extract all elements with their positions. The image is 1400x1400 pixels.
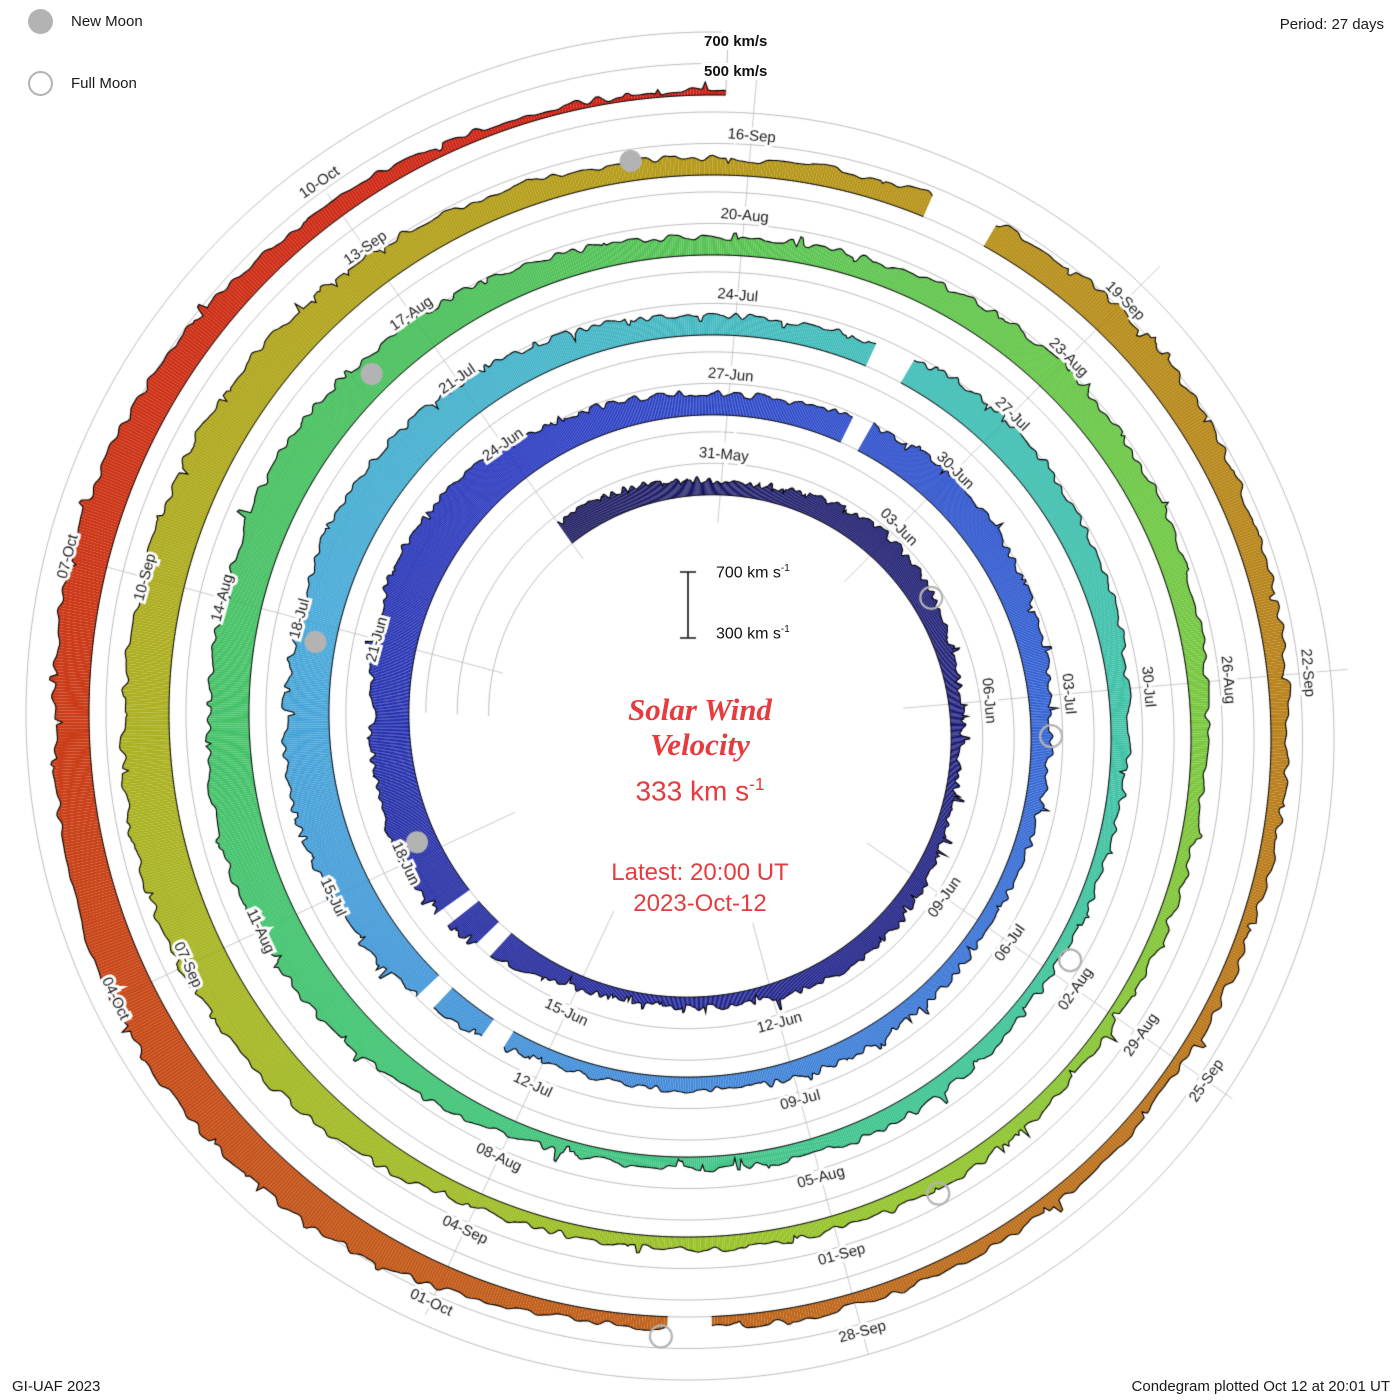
ref-500-label: 500 km/s — [701, 63, 771, 80]
latest-line2: 2023-Oct-12 — [633, 890, 767, 917]
legend-new-moon: New Moon — [28, 9, 143, 34]
chart-title-line2: Velocity — [650, 727, 750, 762]
new-moon-icon — [28, 9, 53, 34]
scalebar-bottom-exp: -1 — [780, 624, 790, 635]
latest-line1: Latest: 20:00 UT — [611, 859, 789, 886]
current-velocity-exp: -1 — [749, 774, 765, 794]
chart-title: Solar Wind Velocity — [450, 692, 950, 762]
scalebar-top-exp: -1 — [780, 563, 790, 574]
chart-title-line1: Solar Wind — [628, 692, 772, 727]
ref-700-label: 700 km/s — [701, 33, 771, 50]
plotted-label: Condegram plotted Oct 12 at 20:01 UT — [1131, 1378, 1390, 1395]
new-moon-label: New Moon — [71, 13, 143, 30]
current-velocity: 333 km s-1 — [450, 774, 950, 807]
credit-label: GI-UAF 2023 — [12, 1378, 101, 1395]
scalebar-top-label: 700 km s-1 — [716, 563, 790, 582]
full-moon-icon — [28, 71, 53, 96]
scalebar-top-text: 700 km s — [716, 564, 781, 582]
scalebar-bottom-label: 300 km s-1 — [716, 624, 790, 643]
period-label: Period: 27 days — [1279, 16, 1384, 33]
legend-full-moon: Full Moon — [28, 71, 137, 96]
scalebar-bottom-text: 300 km s — [716, 625, 781, 643]
latest-timestamp: Latest: 20:00 UT 2023-Oct-12 — [450, 857, 950, 919]
current-velocity-text: 333 km s — [635, 775, 750, 807]
full-moon-label: Full Moon — [71, 75, 137, 92]
